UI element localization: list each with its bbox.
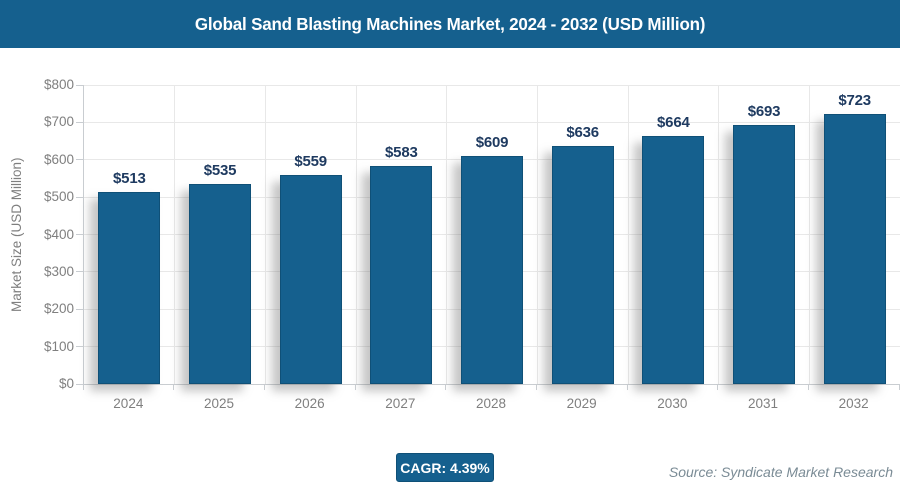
- vertical-gridline: [536, 85, 538, 384]
- bar: [98, 192, 161, 384]
- vertical-gridline: [808, 85, 810, 384]
- vertical-gridline: [446, 85, 448, 384]
- x-tick-label: 2027: [385, 396, 416, 411]
- bar: [733, 125, 795, 384]
- x-tick-label: 2031: [747, 396, 779, 411]
- bar: [642, 135, 705, 384]
- source-note: Source: Syndicate Market Research: [668, 464, 893, 480]
- y-tick-mark: [76, 234, 83, 235]
- y-tick-label: $500: [43, 189, 74, 205]
- x-tick-mark: [445, 385, 447, 390]
- y-tick-label: $200: [43, 301, 74, 317]
- y-tick-mark: [76, 196, 83, 198]
- bar: [461, 156, 523, 384]
- bar-value-label: $583: [385, 144, 418, 162]
- x-tick-mark: [535, 385, 537, 390]
- bar-value-label: $513: [113, 170, 146, 188]
- bar-value-label: $535: [203, 162, 237, 180]
- plot-area: $513 $535 $559 $583 $609 $636 $664 $693 $723: [83, 84, 900, 385]
- cagr-badge: CAGR: 4.39%: [396, 453, 494, 482]
- bar-value-label: $559: [294, 153, 327, 171]
- x-tick-mark: [354, 385, 356, 390]
- x-tick-label: 2024: [113, 396, 144, 411]
- x-tick-label: 2030: [657, 396, 688, 411]
- chart-title: Global Sand Blasting Machines Market, 20…: [194, 13, 706, 34]
- y-tick-label: $0: [58, 376, 74, 391]
- y-tick-label: $100: [43, 338, 74, 354]
- y-tick-label: $600: [43, 151, 74, 167]
- bar: [189, 184, 251, 384]
- chart-title-bar: Global Sand Blasting Machines Market, 20…: [0, 0, 900, 48]
- bar-value-label: $609: [475, 134, 509, 152]
- x-tick-label: 2028: [475, 396, 507, 411]
- x-tick-label: 2026: [294, 396, 325, 411]
- bar-value-label: $693: [747, 103, 781, 120]
- y-tick-label: $700: [43, 114, 74, 130]
- bar: [279, 175, 342, 384]
- x-tick-mark: [717, 385, 719, 390]
- x-tick-mark: [626, 385, 628, 390]
- vertical-gridline: [264, 85, 266, 384]
- y-tick-mark: [76, 346, 83, 348]
- x-tick-mark: [173, 385, 175, 390]
- x-tick-label: 2029: [566, 396, 597, 411]
- y-tick-mark: [76, 84, 83, 86]
- vertical-gridline: [355, 85, 357, 384]
- bar: [823, 113, 886, 384]
- x-tick-mark: [263, 385, 265, 390]
- y-tick-mark: [76, 383, 83, 385]
- vertical-gridline: [718, 85, 720, 384]
- x-tick-mark: [898, 385, 900, 390]
- x-tick-mark: [82, 385, 84, 390]
- y-tick-mark: [76, 271, 83, 273]
- y-tick-label: $400: [43, 226, 74, 242]
- x-tick-mark: [807, 385, 809, 390]
- y-tick-label: $800: [43, 77, 74, 92]
- bar-value-label: $664: [657, 113, 690, 131]
- y-tick-mark: [76, 121, 83, 123]
- horizontal-gridline: [84, 84, 900, 86]
- y-tick-label: $300: [43, 263, 74, 279]
- x-tick-label: 2032: [838, 396, 869, 411]
- vertical-gridline: [174, 85, 176, 384]
- x-tick-label: 2025: [203, 396, 235, 411]
- bar-value-label: $723: [838, 91, 871, 109]
- horizontal-gridline: [84, 121, 900, 123]
- bar: [551, 146, 614, 384]
- y-tick-mark: [76, 159, 83, 161]
- bar: [370, 166, 433, 384]
- vertical-gridline: [627, 85, 629, 384]
- bar-value-label: $636: [566, 124, 599, 142]
- y-tick-mark: [76, 308, 83, 310]
